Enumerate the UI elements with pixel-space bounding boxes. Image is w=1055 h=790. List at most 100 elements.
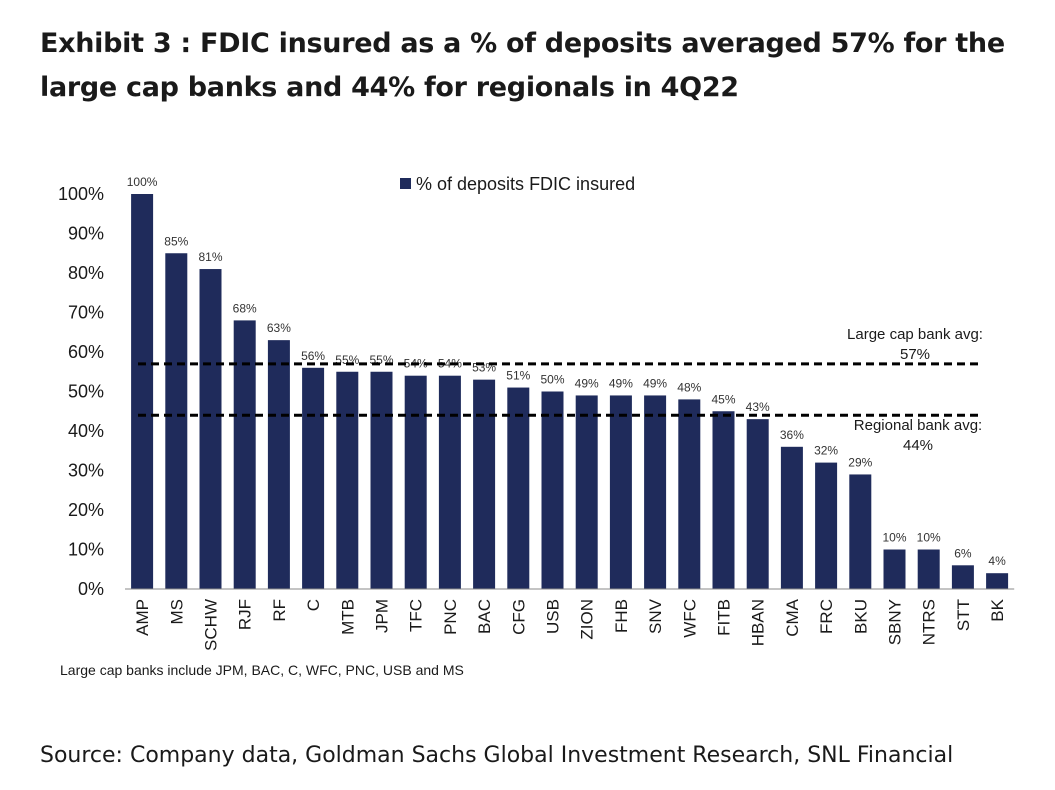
- data-label: 63%: [267, 321, 291, 335]
- data-labels-group: 100%85%81%68%63%56% 55% 55% 54% 54% 53%51% 50%…: [127, 175, 1006, 568]
- data-label: 4%: [988, 554, 1006, 568]
- data-label: 10%: [917, 531, 941, 545]
- bar: [302, 367, 325, 589]
- bar: [575, 395, 598, 589]
- x-tick-label: ZION: [578, 599, 597, 640]
- bar: [712, 411, 735, 589]
- y-tick-label: 30%: [68, 461, 104, 481]
- data-label: 32%: [814, 444, 838, 458]
- bar: [644, 395, 667, 589]
- data-label: 10%: [882, 531, 906, 545]
- reference-lines: Large cap bank avg: 57% Regional bank avg:…: [138, 326, 983, 454]
- bar: [199, 269, 222, 589]
- x-tick-label: FHB: [612, 599, 631, 633]
- data-label: 36%: [780, 428, 804, 442]
- x-tick-label: AMP: [133, 599, 152, 636]
- y-tick-label: 80%: [68, 263, 104, 283]
- bar: [267, 340, 290, 589]
- bar: [370, 371, 393, 589]
- reference-line-value: 57%: [900, 346, 930, 363]
- data-label: 51%: [506, 369, 530, 383]
- data-label: 49%: [609, 376, 633, 390]
- x-tick-label: SBNY: [886, 599, 905, 645]
- bar: [438, 375, 461, 589]
- bar: [233, 320, 256, 589]
- data-label: 50%: [540, 373, 564, 387]
- bar: [917, 549, 940, 589]
- bar: [507, 387, 530, 589]
- bar: [131, 194, 154, 589]
- x-tick-label: C: [304, 599, 323, 611]
- bar-chart: 0% 10% 20% 30% 40% 50% 60% 70% 80% 90% 100% 100% 85…: [58, 174, 1015, 678]
- x-tick-label: PNC: [441, 599, 460, 635]
- y-tick-label: 50%: [68, 382, 104, 402]
- x-tick-label: SCHW: [202, 599, 221, 651]
- bar: [609, 395, 632, 589]
- data-label: 43%: [746, 400, 770, 414]
- data-label: 85%: [164, 234, 188, 248]
- bars-group: [131, 194, 1009, 589]
- y-tick-label: 70%: [68, 303, 104, 323]
- bar: [165, 253, 188, 589]
- x-tick-label: TFC: [407, 599, 426, 632]
- x-tick-label: MTB: [338, 599, 357, 635]
- data-label: 68%: [233, 301, 257, 315]
- bar: [815, 462, 838, 589]
- chart-title: Exhibit 3 : FDIC insured as a % of depos…: [40, 28, 1005, 103]
- x-tick-label: USB: [544, 599, 563, 634]
- data-label: 100%: [127, 175, 158, 189]
- data-label: 81%: [198, 250, 222, 264]
- data-label: 29%: [848, 455, 872, 469]
- bar: [678, 399, 701, 589]
- chart-note: Large cap banks include JPM, BAC, C, WFC…: [60, 662, 464, 678]
- x-tick-label: RJF: [236, 599, 255, 630]
- reference-line-label: Large cap bank avg:: [847, 326, 983, 343]
- y-tick-label: 100%: [58, 184, 104, 204]
- x-tick-label: MS: [167, 599, 186, 625]
- x-tick-label: RF: [270, 599, 289, 622]
- y-tick-label: 90%: [68, 224, 104, 244]
- data-label: 49%: [643, 376, 667, 390]
- data-label: 6%: [954, 546, 972, 560]
- x-tick-label: BAC: [475, 599, 494, 634]
- legend: % of deposits FDIC insured: [400, 174, 635, 194]
- y-axis: 0% 10% 20% 30% 40% 50% 60% 70% 80% 90% 100%: [58, 184, 104, 599]
- bar: [986, 573, 1009, 589]
- data-label: 45%: [711, 392, 735, 406]
- y-tick-label: 0%: [78, 579, 104, 599]
- bar: [746, 419, 769, 589]
- y-tick-label: 60%: [68, 342, 104, 362]
- x-axis-labels: AMP MS SCHW RJF RF C MTB JPM TFC PNC BAC CFG USB ZION…: [133, 598, 1007, 651]
- x-tick-label: STT: [954, 599, 973, 631]
- bar: [541, 391, 564, 589]
- bar: [336, 371, 359, 589]
- data-label: 48%: [677, 380, 701, 394]
- bar: [883, 549, 906, 589]
- y-tick-label: 10%: [68, 540, 104, 560]
- bar: [473, 379, 496, 589]
- data-label: 56%: [301, 349, 325, 363]
- x-tick-label: FRC: [817, 599, 836, 634]
- bar: [849, 474, 872, 589]
- x-tick-label: FITB: [715, 599, 734, 636]
- bar: [951, 565, 974, 589]
- bar: [404, 375, 427, 589]
- y-tick-label: 20%: [68, 500, 104, 520]
- bar: [780, 446, 803, 589]
- y-tick-label: 40%: [68, 421, 104, 441]
- x-tick-label: WFC: [680, 599, 699, 638]
- legend-label: % of deposits FDIC insured: [416, 174, 635, 194]
- x-tick-label: BK: [988, 598, 1007, 621]
- x-tick-label: NTRS: [920, 599, 939, 645]
- x-tick-label: SNV: [646, 598, 665, 634]
- legend-swatch: [400, 178, 411, 189]
- source-note: Source: Company data, Goldman Sachs Glob…: [40, 743, 954, 768]
- x-tick-label: HBAN: [749, 599, 768, 646]
- x-tick-label: JPM: [373, 599, 392, 633]
- reference-line-value: 44%: [903, 437, 933, 454]
- data-label: 49%: [575, 376, 599, 390]
- x-tick-label: CFG: [509, 599, 528, 635]
- x-tick-label: CMA: [783, 598, 802, 636]
- x-tick-label: BKU: [851, 599, 870, 634]
- reference-line-label: Regional bank avg:: [854, 417, 982, 434]
